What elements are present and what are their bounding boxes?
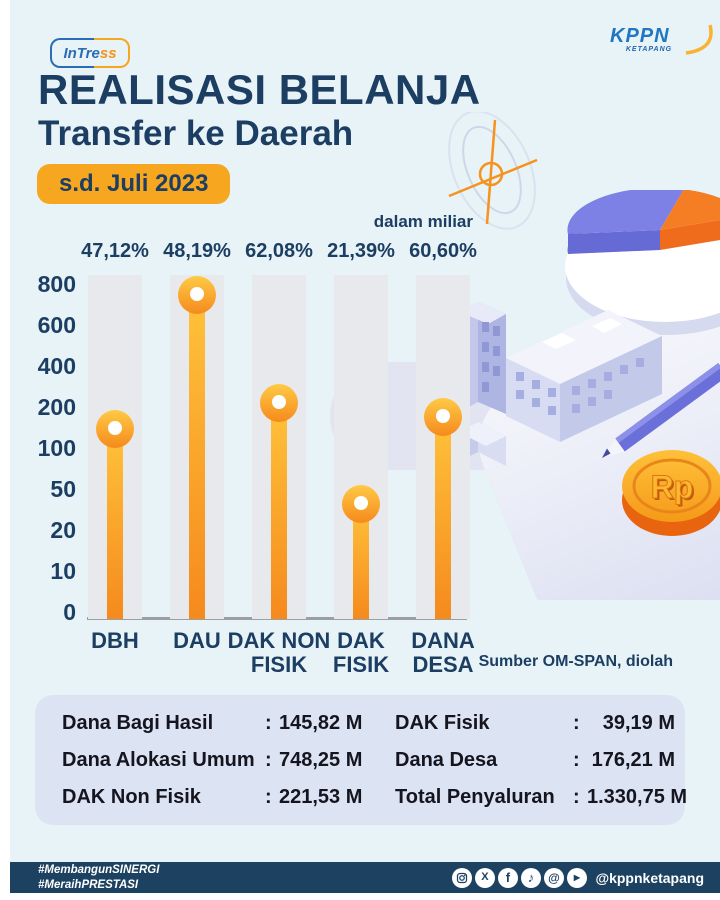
summary-table: Dana Bagi Hasil:145,82 M Dana Alokasi Umu… <box>35 695 687 825</box>
instagram-icon <box>451 867 472 888</box>
summary-separator: : <box>573 786 580 808</box>
intress-logo-text: InTre <box>63 44 100 62</box>
bar-pin-head <box>96 410 134 449</box>
x-icon: X <box>474 867 495 888</box>
summary-label: Dana Bagi Hasil <box>62 712 214 734</box>
bar-pin-head-center <box>272 394 286 409</box>
summary-separator: : <box>265 712 272 734</box>
intress-logo: InTre ss <box>50 38 130 68</box>
bar-pin-head <box>178 275 216 314</box>
summary-row-left-1: Dana Alokasi Umum:748,25 M <box>62 742 362 779</box>
period-badge: s.d. Juli 2023 <box>37 164 231 204</box>
x-axis-category-label: DAK FISIK <box>332 628 390 677</box>
x-axis-category-label: DBH <box>91 628 139 653</box>
summary-separator: : <box>573 712 580 734</box>
kppn-logo-region: KETAPANG <box>625 46 673 53</box>
page-subtitle: Transfer ke Daerah <box>38 114 354 153</box>
summary-row-left-2: DAK Non Fisik:221,53 M <box>62 779 362 816</box>
x-axis-category-label: DAK NON FISIK <box>227 628 331 677</box>
summary-value: 39,19 M <box>602 712 675 734</box>
summary-label: Dana Desa <box>395 749 498 771</box>
bar-chart: 800 600 400 200 100 50 20 10 0 47,12% DBH 48,19% DAU… <box>10 0 720 700</box>
summary-separator: : <box>265 749 272 771</box>
hashtag-prestasi: #MeraihPRESTASI <box>38 878 139 891</box>
bar-pin-stem <box>353 503 369 619</box>
bar-pin-head-center <box>436 408 450 423</box>
kppn-logo-name: KPPN <box>610 25 670 47</box>
bar-pin-stem <box>189 294 205 619</box>
summary-label: DAK Fisik <box>395 712 490 734</box>
hashtag-sinergi: #MembangunSINERGI <box>38 864 160 877</box>
bar-percentage-label: 21,39% <box>327 240 395 262</box>
summary-label: DAK Non Fisik <box>62 786 201 808</box>
social-handle: @kppnketapang <box>595 869 704 886</box>
bar-pin-head <box>260 383 298 422</box>
y-axis-tick-label: 800 <box>37 271 76 297</box>
bar-pin-stem <box>107 429 123 619</box>
summary-table-left-column: Dana Bagi Hasil:145,82 M Dana Alokasi Umu… <box>62 705 362 825</box>
summary-table-right-column: DAK Fisik:39,19 M Dana Desa:176,21 M Total… <box>395 705 687 825</box>
facebook-icon: f <box>497 867 518 888</box>
summary-value: 748,25 M <box>279 749 363 771</box>
y-axis-tick-label: 20 <box>50 517 76 543</box>
summary-row-right-0: DAK Fisik:39,19 M <box>395 705 675 742</box>
x-axis-category-label: DANA DESA <box>411 628 475 677</box>
y-axis-tick-label: 400 <box>37 353 76 379</box>
page-title: REALISASI BELANJA <box>38 66 481 113</box>
infographic-poster: InTre ss KPPN KETAPANG REALISASI BELANJA … <box>10 0 720 893</box>
bar-percentage-label: 62,08% <box>245 240 313 262</box>
data-source-note: Sumber OM-SPAN, diolah <box>478 653 673 670</box>
bar-pin-head-center <box>108 421 122 436</box>
summary-row-right-2: Total Penyaluran:1.330,75 M <box>395 779 687 816</box>
bar-pin-head-center <box>190 286 204 301</box>
y-axis-tick-label: 600 <box>37 312 76 338</box>
tiktok-icon: ♪ <box>520 867 541 888</box>
summary-row-left-0: Dana Bagi Hasil:145,82 M <box>62 705 362 742</box>
summary-value: 145,82 M <box>279 712 363 734</box>
summary-value: 1.330,75 M <box>587 786 688 808</box>
x-axis-category-label: DAU <box>173 628 221 653</box>
y-axis-tick-label: 0 <box>63 599 76 625</box>
kppn-swoosh-icon <box>685 24 713 55</box>
bar-pin-head <box>342 484 380 523</box>
summary-value: 221,53 M <box>279 786 363 808</box>
threads-icon: @ <box>543 867 564 888</box>
y-axis-tick-label: 200 <box>37 394 76 420</box>
bar-percentage-label: 47,12% <box>81 240 149 262</box>
bar-pin-head <box>424 397 462 436</box>
chart-unit-note: dalam miliar <box>373 212 473 231</box>
y-axis-tick-label: 100 <box>37 435 76 461</box>
intress-logo-accent: ss <box>99 44 117 62</box>
summary-row-right-1: Dana Desa:176,21 M <box>395 742 675 779</box>
summary-label: Total Penyaluran <box>395 786 555 808</box>
kppn-ketapang-logo: KPPN KETAPANG <box>610 24 713 64</box>
bar-percentage-label: 60,60% <box>409 240 477 262</box>
bar-pin-stem <box>435 416 451 619</box>
footer-hashtags: #MembangunSINERGI #MeraihPRESTASI <box>38 863 159 892</box>
summary-label: Dana Alokasi Umum <box>62 749 255 771</box>
summary-separator: : <box>573 749 580 771</box>
bar-pin-head-center <box>354 495 368 510</box>
summary-value: 176,21 M <box>591 749 675 771</box>
y-axis-tick-label: 50 <box>50 476 76 502</box>
summary-separator: : <box>265 786 272 808</box>
bar-percentage-label: 48,19% <box>163 240 231 262</box>
y-axis-tick-label: 10 <box>50 558 76 584</box>
youtube-icon: ▶ <box>566 867 587 888</box>
bar-pin-stem <box>271 402 287 619</box>
